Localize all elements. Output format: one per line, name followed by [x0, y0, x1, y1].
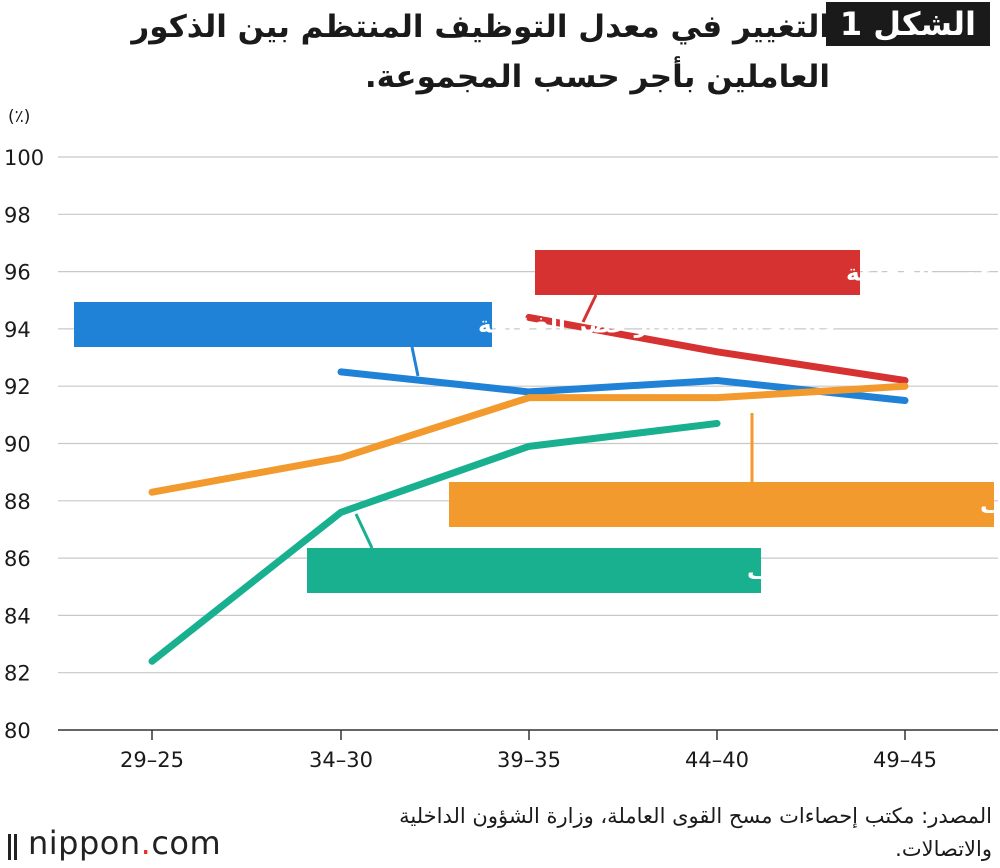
- label-box: [449, 482, 994, 527]
- series-label-1: أ. مجموعة عصر الفقاعة: [535, 250, 1000, 323]
- y-tick-label: 86: [4, 547, 31, 571]
- y-tick-label: 100: [4, 146, 44, 170]
- y-tick-label: 92: [4, 375, 31, 399]
- x-tick-label: 29–25: [120, 748, 184, 772]
- y-tick-label: 96: [4, 261, 31, 285]
- y-tick-label: 98: [4, 203, 31, 227]
- y-unit-label: (٪): [8, 107, 30, 127]
- source-note: المصدر: مكتب إحصاءات مسح القوى العاملة، …: [399, 804, 992, 861]
- x-tick-label: 34–30: [309, 748, 373, 772]
- label-leader: [410, 346, 420, 377]
- logo-bars-icon: [8, 826, 20, 864]
- figure-title: التغيير في معدل التوظيف المنتظم بين الذك…: [131, 9, 830, 95]
- logo-dot: .: [140, 824, 152, 862]
- label-box: [74, 302, 492, 347]
- label-text: ب. مجموعة انهيار عصر الفقاعة: [478, 313, 836, 339]
- x-tick-label: 49–45: [873, 748, 937, 772]
- logo-name: nippon: [28, 824, 141, 862]
- x-tick-label: 39–35: [497, 748, 561, 772]
- series-label-3: ج. مجموعة ما قبل العصر الجليدي للتوظيف: [449, 413, 1000, 527]
- label-leader: [354, 513, 374, 549]
- figure-badge: الشكل 1: [825, 2, 990, 46]
- label-leader: [581, 294, 598, 323]
- y-axis: 80 82 84 86 88 90 92 94 96 98 100 (٪): [4, 107, 44, 743]
- y-tick-label: 94: [4, 318, 31, 342]
- y-tick-label: 90: [4, 433, 31, 457]
- x-tick-label: 44–40: [685, 748, 749, 772]
- series-label-4: د. مجموعة العصر الجليدي للتوظيف: [307, 513, 1000, 593]
- series-line-3: [148, 382, 909, 496]
- y-tick-label: 84: [4, 604, 31, 628]
- series-lines: [148, 313, 909, 665]
- label-text: د. مجموعة العصر الجليدي للتوظيف: [747, 559, 1000, 585]
- label-box: [535, 250, 860, 295]
- label-text: ج. مجموعة ما قبل العصر الجليدي للتوظيف: [980, 493, 1000, 519]
- nippon-logo: nippon.com: [8, 824, 221, 864]
- y-tick-label: 88: [4, 490, 31, 514]
- label-text: أ. مجموعة عصر الفقاعة: [846, 257, 1000, 287]
- x-axis: 29–25 34–30 39–35 44–40 49–45: [120, 730, 937, 772]
- logo-suffix: com: [151, 824, 222, 862]
- series-labels: أ. مجموعة عصر الفقاعة ب. مجموعة انهيار عص…: [74, 250, 1000, 593]
- series-label-2: ب. مجموعة انهيار عصر الفقاعة: [74, 302, 836, 377]
- y-tick-label: 82: [4, 662, 31, 686]
- series-line-1: [525, 313, 909, 384]
- series-line-4: [148, 419, 721, 665]
- label-box: [307, 548, 761, 593]
- y-tick-label: 80: [4, 719, 31, 743]
- line-chart: 80 82 84 86 88 90 92 94 96 98 100 (٪) 29–25 34–30 39–…: [4, 107, 1000, 772]
